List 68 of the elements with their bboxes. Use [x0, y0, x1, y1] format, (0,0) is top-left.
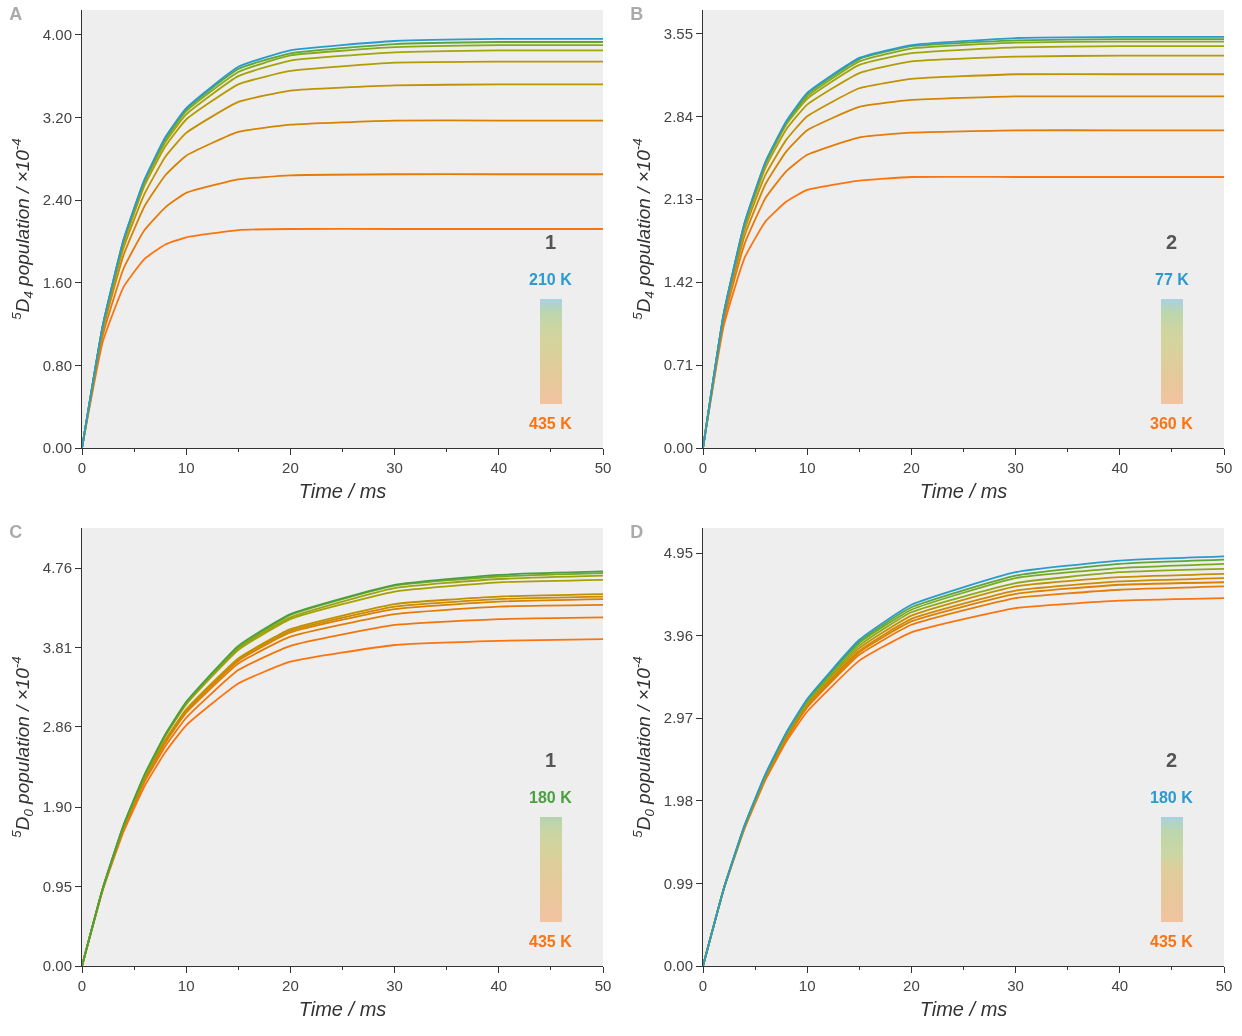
- y-tick-label: 1.42: [663, 273, 693, 291]
- x-tick-label: 40: [1111, 459, 1129, 476]
- y-tick-label: 2.84: [663, 107, 693, 125]
- annotation: 180 K: [1150, 789, 1194, 806]
- y-tick-label: 3.96: [663, 626, 693, 644]
- y-tick-label: 2.97: [663, 709, 693, 727]
- x-tick-label: 40: [490, 977, 508, 994]
- annotation: 210 K: [529, 271, 573, 288]
- annotation: 435 K: [1150, 933, 1194, 950]
- y-tick-label: 2.86: [42, 718, 72, 736]
- annotation: 77 K: [1155, 271, 1190, 288]
- chart-title: C: [9, 522, 23, 543]
- x-axis-title: Time / ms: [298, 997, 387, 1020]
- x-tick-label: 10: [177, 977, 195, 994]
- x-axis-title: Time / ms: [298, 479, 387, 502]
- chart-title: B: [630, 4, 644, 25]
- y-tick-label: 0.00: [663, 957, 693, 975]
- x-tick-label: 0: [698, 459, 708, 476]
- x-axis-title: Time / ms: [919, 997, 1008, 1020]
- x-tick-label: 20: [282, 459, 299, 476]
- y-tick-label: 1.90: [42, 798, 72, 816]
- x-tick-label: 10: [177, 459, 195, 476]
- x-tick-label: 0: [698, 977, 708, 994]
- x-tick-label: 50: [1215, 459, 1233, 476]
- chart-title: D: [630, 522, 644, 543]
- y-tick-label: 3.20: [42, 108, 72, 126]
- x-tick-label: 30: [1007, 977, 1024, 994]
- annotation: 435 K: [529, 933, 573, 950]
- x-tick-label: 50: [1215, 977, 1233, 994]
- y-tick-label: 1.60: [42, 273, 72, 291]
- y-tick-label: 0.71: [663, 356, 693, 374]
- y-tick-label: 4.95: [663, 544, 693, 562]
- y-tick-label: 3.55: [663, 24, 693, 42]
- annotation: 360 K: [1150, 415, 1194, 432]
- y-tick-label: 0.99: [663, 874, 693, 892]
- x-axis-title: Time / ms: [919, 479, 1008, 502]
- x-tick-label: 30: [386, 459, 403, 476]
- y-tick-label: 4.76: [42, 559, 72, 577]
- annotation: 180 K: [529, 789, 573, 806]
- y-tick-label: 1.98: [663, 792, 693, 810]
- x-tick-label: 20: [903, 977, 920, 994]
- x-tick-label: 40: [490, 459, 508, 476]
- x-tick-label: 0: [77, 977, 87, 994]
- annotation: 2: [1166, 749, 1178, 771]
- x-tick-label: 10: [798, 977, 816, 994]
- x-tick-label: 10: [798, 459, 816, 476]
- annotation: 2: [1166, 231, 1178, 253]
- y-tick-label: 0.80: [42, 356, 72, 374]
- annotation: 435 K: [529, 415, 573, 432]
- annotation: 1: [545, 749, 557, 771]
- x-tick-label: 0: [77, 459, 87, 476]
- y-tick-label: 0.00: [663, 439, 693, 457]
- y-tick-label: 2.13: [663, 190, 693, 208]
- y-tick-label: 0.00: [42, 957, 72, 975]
- x-tick-label: 30: [1007, 459, 1024, 476]
- x-tick-label: 40: [1111, 977, 1129, 994]
- x-tick-label: 50: [594, 977, 612, 994]
- y-tick-label: 3.81: [42, 638, 72, 656]
- annotation: 1: [545, 231, 557, 253]
- y-tick-label: 4.00: [42, 26, 72, 44]
- chart-title: A: [9, 4, 23, 25]
- x-tick-label: 20: [903, 459, 920, 476]
- x-tick-label: 30: [386, 977, 403, 994]
- y-tick-label: 0.95: [42, 877, 72, 895]
- x-tick-label: 50: [594, 459, 612, 476]
- x-tick-label: 20: [282, 977, 299, 994]
- y-tick-label: 2.40: [42, 191, 72, 209]
- y-tick-label: 0.00: [42, 439, 72, 457]
